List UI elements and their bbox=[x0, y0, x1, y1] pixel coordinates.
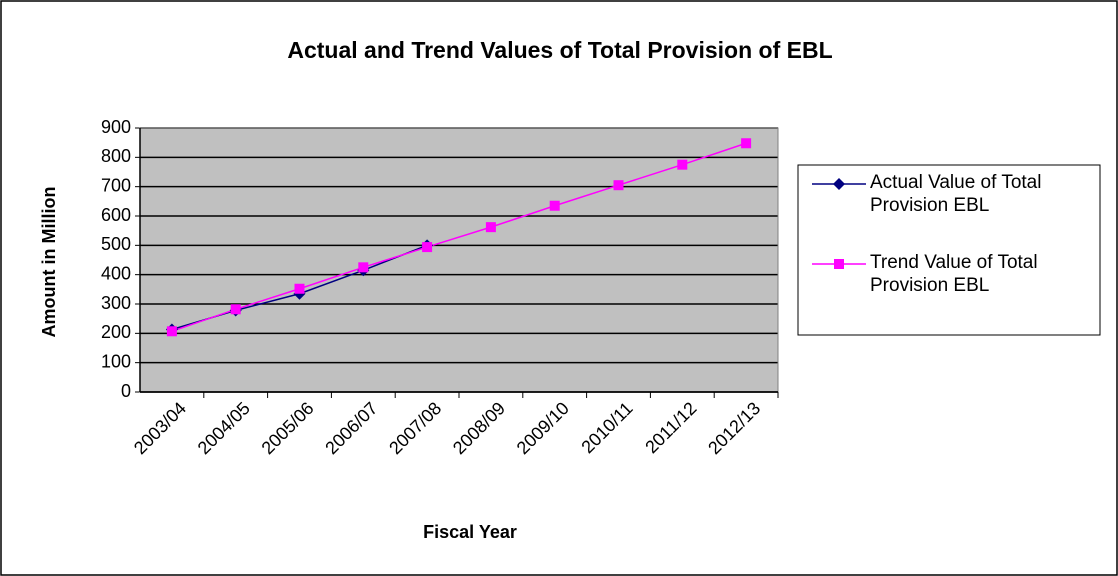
plot-area bbox=[140, 128, 778, 392]
legend-label: Trend Value of Total Provision EBL bbox=[870, 252, 1038, 296]
x-axis-title: Fiscal Year bbox=[423, 522, 517, 542]
data-point bbox=[294, 283, 305, 294]
y-tick-label: 0 bbox=[121, 381, 131, 401]
y-axis-title: Amount in Million bbox=[39, 187, 59, 338]
data-point bbox=[358, 262, 369, 273]
data-point bbox=[422, 242, 433, 253]
legend-label: Actual Value of Total Provision EBL bbox=[870, 172, 1042, 216]
y-tick-label: 500 bbox=[101, 234, 131, 254]
legend-box bbox=[797, 164, 1101, 336]
legend-marker bbox=[833, 178, 845, 190]
y-tick-label: 300 bbox=[101, 293, 131, 313]
y-tick-label: 600 bbox=[101, 205, 131, 225]
series-line bbox=[171, 142, 747, 332]
y-tick-label: 800 bbox=[101, 146, 131, 166]
y-tick-label: 100 bbox=[101, 351, 131, 371]
data-point bbox=[230, 304, 241, 315]
data-point bbox=[549, 200, 560, 211]
data-point bbox=[613, 180, 624, 191]
data-point bbox=[166, 326, 177, 337]
chart-title: Actual and Trend Values of Total Provisi… bbox=[287, 37, 832, 63]
data-point bbox=[677, 159, 688, 170]
y-tick-label: 900 bbox=[101, 117, 131, 137]
y-tick-label: 400 bbox=[101, 263, 131, 283]
legend-marker bbox=[834, 259, 844, 269]
data-point bbox=[485, 222, 496, 233]
y-tick-label: 700 bbox=[101, 175, 131, 195]
data-point bbox=[741, 138, 752, 149]
y-tick-label: 200 bbox=[101, 322, 131, 342]
